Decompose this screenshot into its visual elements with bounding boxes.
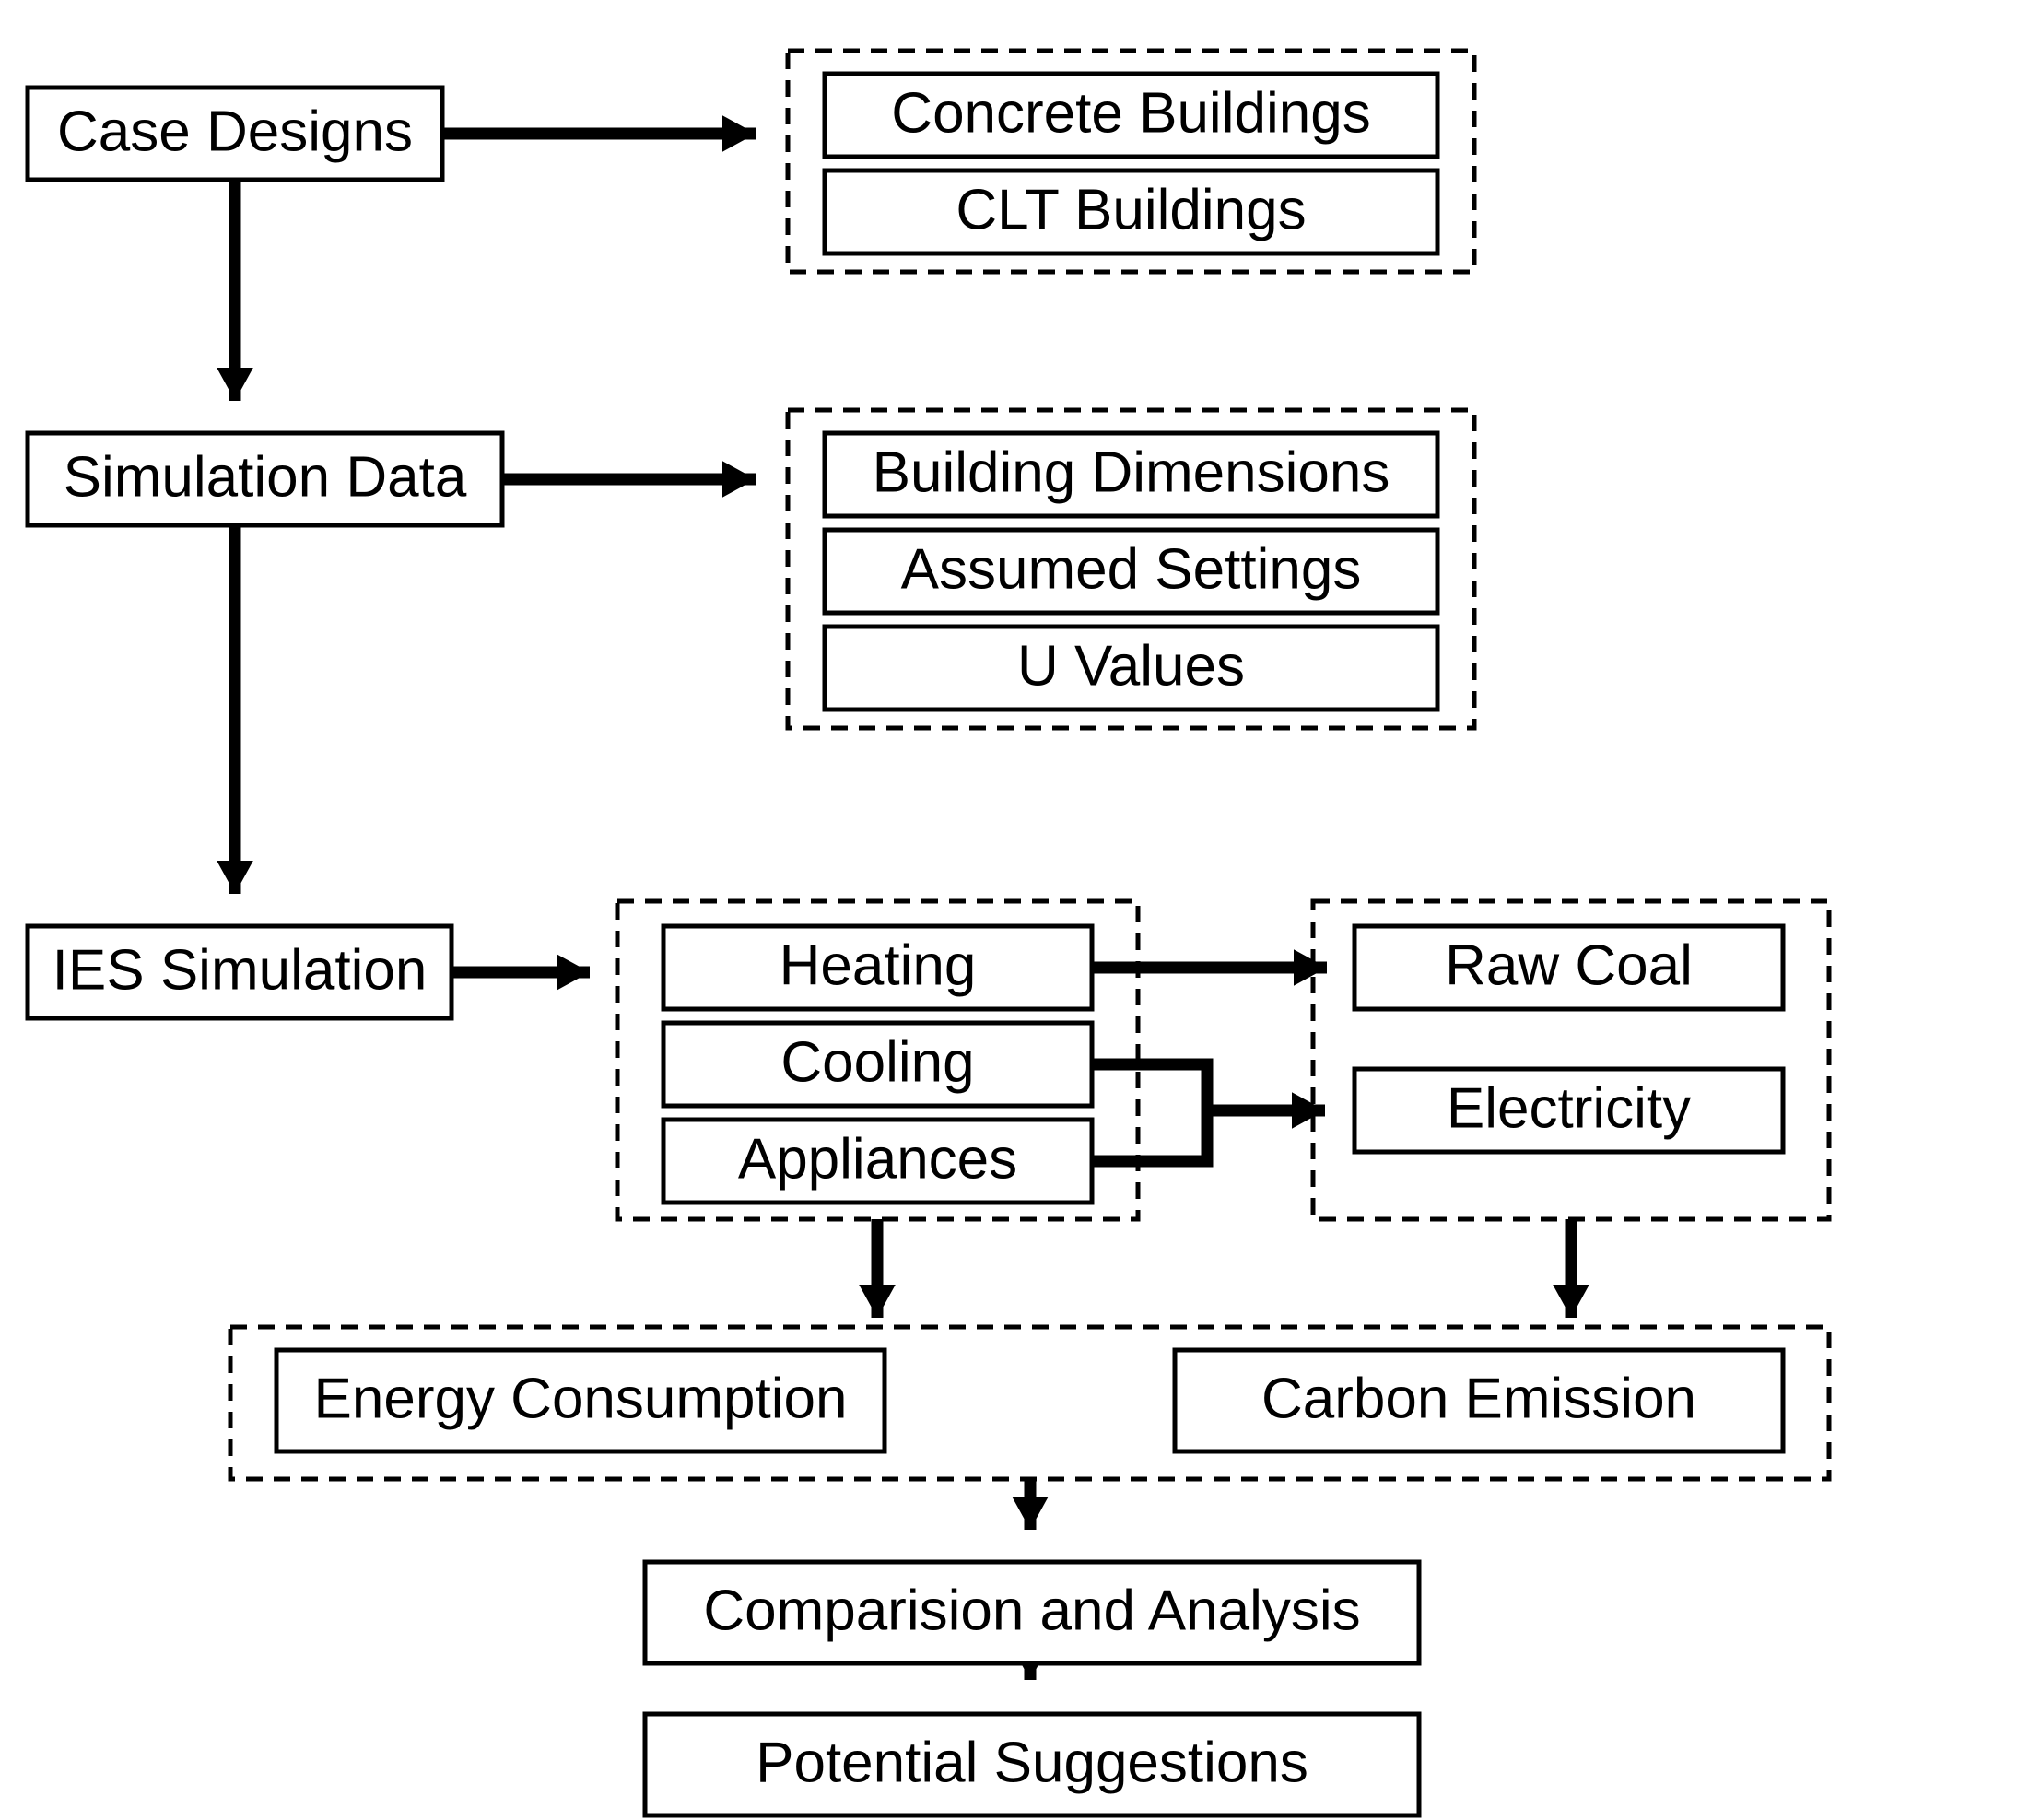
arrowhead: [859, 1285, 896, 1318]
arrowhead: [217, 368, 253, 401]
appliances-label: Appliances: [738, 1127, 1017, 1191]
heating-label: Heating: [780, 933, 977, 997]
carbon-label: Carbon Emission: [1261, 1367, 1696, 1430]
clt-label: CLT Buildings: [956, 178, 1306, 241]
bld-dim-label: Building Dimensions: [873, 440, 1390, 504]
uvalues-label: U Values: [1017, 634, 1245, 698]
cooling-label: Cooling: [780, 1030, 974, 1094]
comparison-label: Comparision and Analysis: [703, 1579, 1360, 1642]
suggestions-label: Potential Suggestions: [756, 1731, 1308, 1794]
ies-label: IES Simulation: [53, 938, 428, 1002]
arrowhead: [722, 115, 756, 152]
arrowhead: [1012, 1497, 1049, 1530]
sim-data-label: Simulation Data: [64, 445, 467, 509]
arrowhead: [557, 954, 590, 991]
concrete-label: Concrete Buildings: [891, 81, 1370, 145]
raw-coal-label: Raw Coal: [1445, 933, 1693, 997]
assumed-label: Assumed Settings: [901, 537, 1362, 601]
case-designs-label: Case Designs: [57, 100, 413, 163]
electricity-label: Electricity: [1447, 1076, 1691, 1140]
arrowhead: [1553, 1285, 1589, 1318]
energy-cons-label: Energy Consumption: [314, 1367, 848, 1430]
arrowhead: [217, 861, 253, 894]
arrowhead: [722, 461, 756, 498]
